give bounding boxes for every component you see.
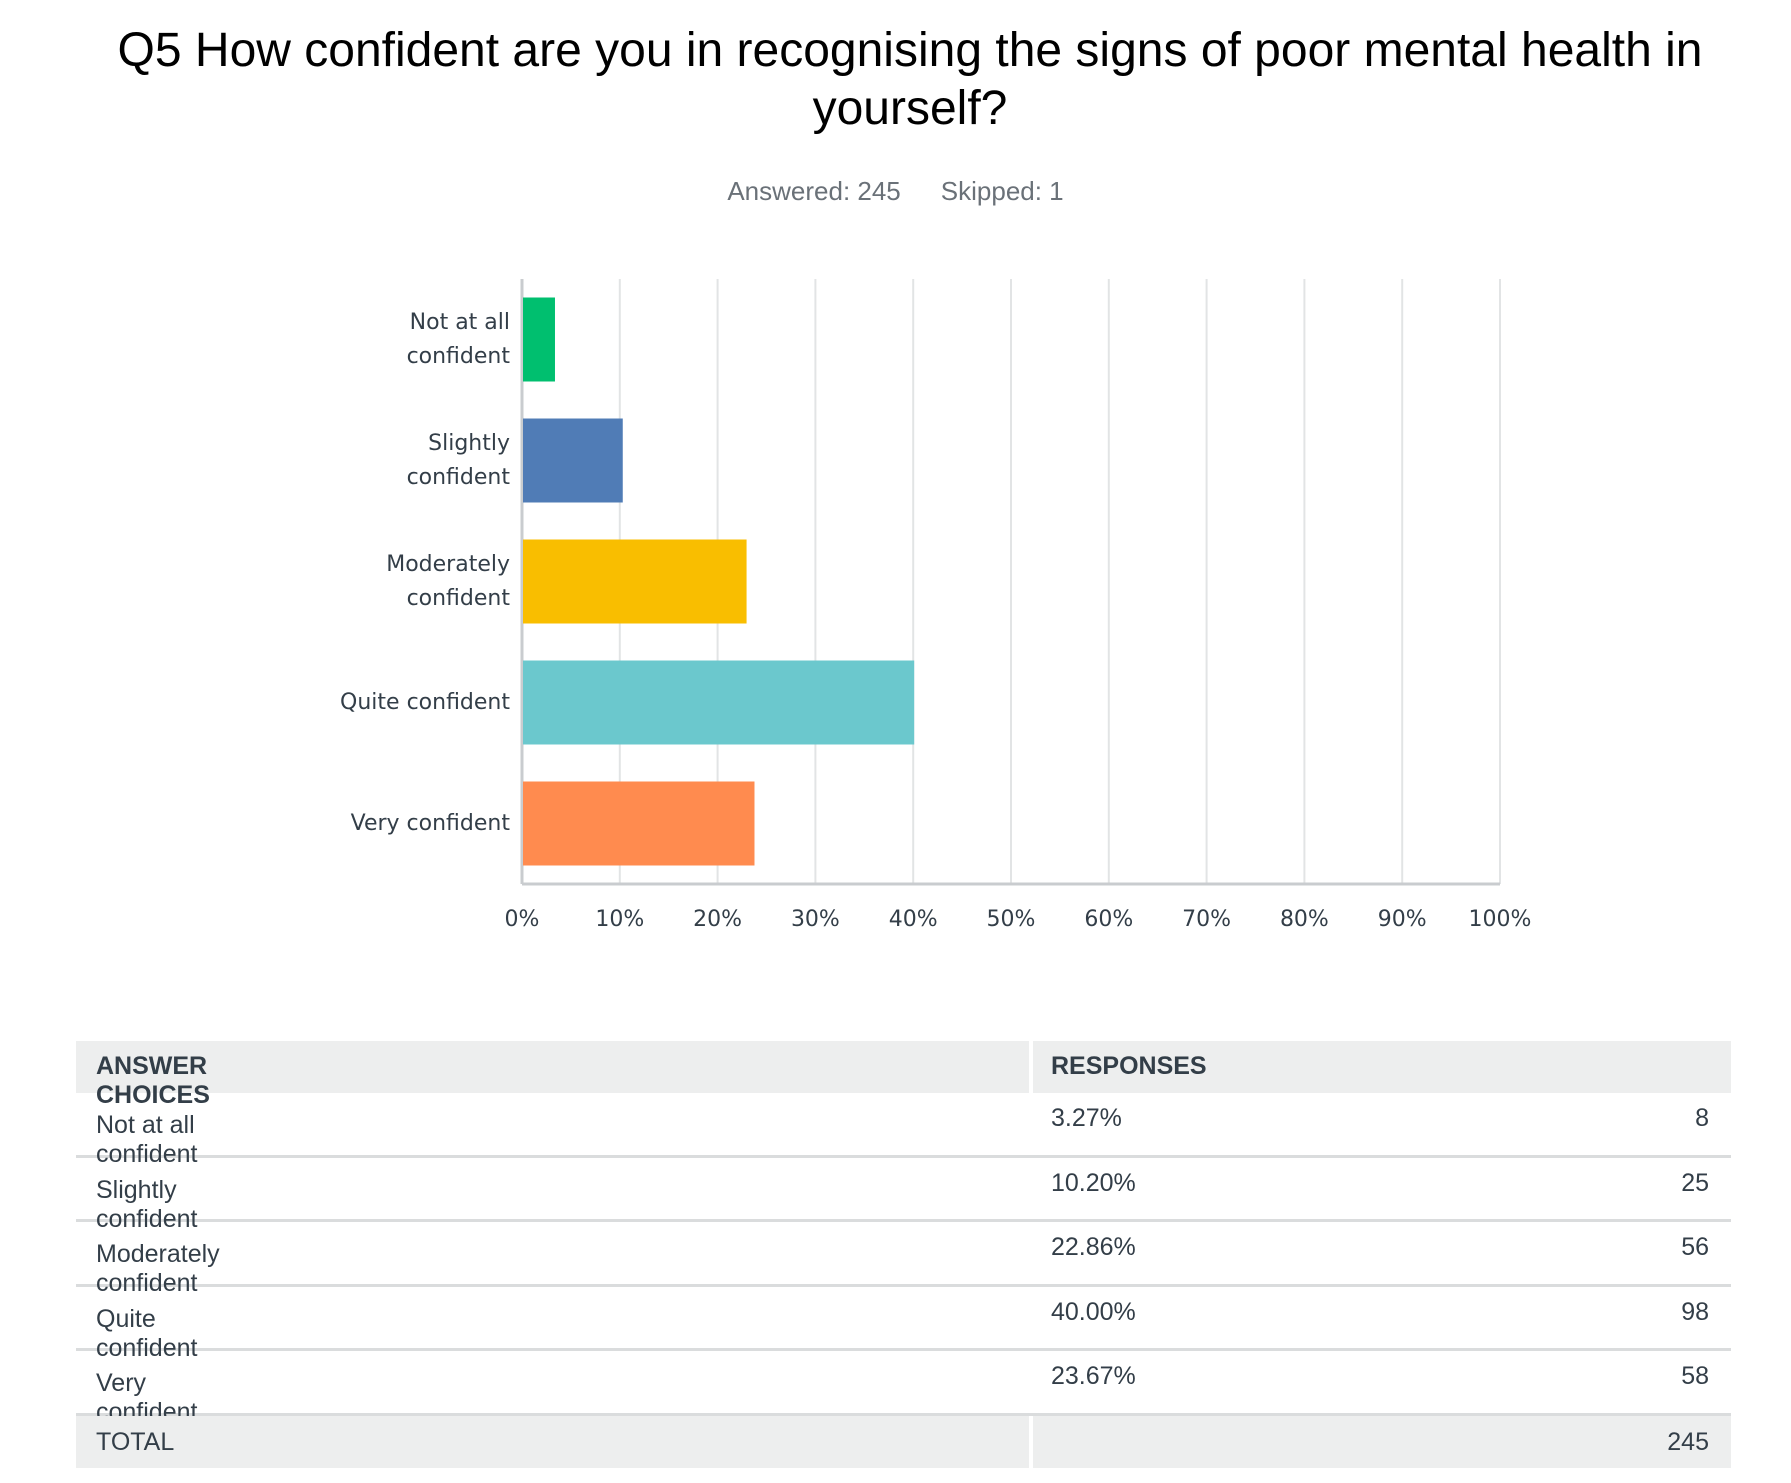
answered: Answered: 245: [727, 176, 901, 206]
y-tick-label: Moderately confident: [386, 551, 510, 611]
x-tick-label: 30%: [791, 907, 840, 932]
y-tick-label: Not at all confident: [406, 309, 510, 369]
x-tick-label: 50%: [987, 907, 1036, 932]
chart: 0% 10% 20% 30% 40% 50% 60% 70% 80% 90% 100%: [505, 279, 1532, 932]
percent: 10.20%: [1051, 1168, 1136, 1197]
row-divider: [76, 1283, 1731, 1287]
total-bg: [76, 1416, 1029, 1468]
x-tick-label: 80%: [1280, 907, 1329, 932]
row-divider: [76, 1219, 1731, 1223]
skipped: Skipped: 1: [940, 176, 1064, 206]
answer-choice: Quite confident: [96, 1304, 198, 1362]
answer-choice: Moderately confident: [96, 1240, 220, 1298]
count: 58: [1681, 1362, 1709, 1391]
percent: 23.67%: [1051, 1362, 1136, 1391]
count: 98: [1681, 1297, 1709, 1326]
bar: [523, 297, 555, 382]
x-tick-label: 20%: [693, 907, 742, 932]
column-header: ANSWER CHOICES: [96, 1052, 210, 1109]
x-tick-label: 0%: [505, 907, 540, 932]
column-header: RESPONSES: [1051, 1052, 1207, 1080]
count: 8: [1695, 1104, 1709, 1132]
total-count: 245: [1667, 1428, 1709, 1456]
y-tick-label: Slightly confident: [406, 430, 510, 490]
bar: [523, 660, 915, 745]
y-tick-label: Very confident: [350, 810, 510, 836]
answer-choice: Slightly confident: [96, 1175, 198, 1233]
total-label: TOTAL: [96, 1428, 175, 1456]
count: 56: [1681, 1233, 1709, 1262]
chart-title: Q5 How confident are you in recognising …: [117, 24, 1703, 135]
percent: 22.86%: [1051, 1233, 1136, 1262]
x-tick-label: 60%: [1084, 907, 1133, 932]
subtitle: Answered: 245 Skipped: 1: [0, 176, 1791, 207]
x-tick-label: 10%: [595, 907, 644, 932]
count: 25: [1681, 1168, 1709, 1197]
row-divider: [76, 1348, 1731, 1352]
row-divider: [76, 1154, 1731, 1158]
total-bg: [1033, 1416, 1731, 1468]
x-tick-label: 40%: [889, 907, 938, 932]
answer-choice: Not at all confident: [96, 1111, 198, 1168]
bar: [523, 781, 755, 866]
bar: [523, 539, 747, 624]
y-tick-label: Quite confident: [340, 689, 510, 715]
x-tick-label: 90%: [1378, 907, 1427, 932]
header-bg: [76, 1041, 1029, 1093]
percent: 40.00%: [1051, 1297, 1136, 1326]
x-tick-label: 70%: [1182, 907, 1231, 932]
x-tick-label: 100%: [1469, 907, 1532, 932]
bar: [523, 418, 623, 503]
row-divider: [76, 1413, 1731, 1416]
header-bg: [1033, 1041, 1731, 1093]
percent: 3.27%: [1051, 1104, 1122, 1132]
